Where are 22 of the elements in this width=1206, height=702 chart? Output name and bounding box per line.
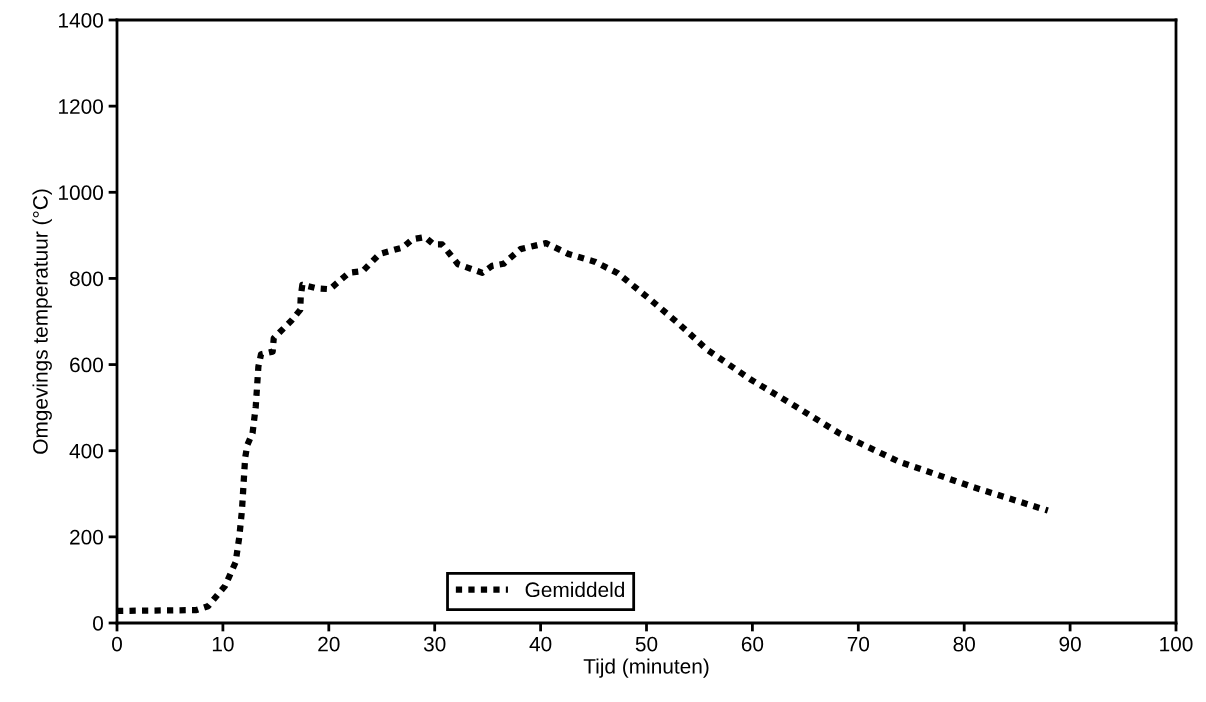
- x-tick-label: 50: [635, 636, 658, 652]
- x-tick-label: 90: [1059, 636, 1081, 652]
- y-tick-label: 800: [69, 271, 103, 287]
- x-tick-label: 10: [212, 636, 234, 652]
- y-axis-title: Omgevings temperatuur (°C): [32, 189, 52, 454]
- y-tick-label: 0: [93, 616, 103, 631]
- y-tick-label: 400: [69, 443, 103, 459]
- x-tick-label: 20: [318, 636, 340, 652]
- x-tick-label: 70: [847, 636, 870, 652]
- x-tick-label: 0: [112, 636, 122, 652]
- x-tick-label: 80: [953, 636, 975, 652]
- legend-label: Gemiddeld: [525, 581, 625, 598]
- y-tick-label: 1000: [59, 185, 103, 201]
- y-tick-label: 200: [70, 529, 103, 545]
- x-tick-label: 40: [529, 636, 552, 652]
- y-tick-label: 600: [70, 357, 103, 373]
- y-tick-label: 1400: [59, 13, 103, 28]
- x-axis-title: Tijd (minuten): [583, 658, 709, 678]
- x-tick-label: 60: [741, 636, 764, 652]
- x-tick-label: 30: [423, 636, 446, 652]
- x-tick-label: 100: [1160, 636, 1193, 652]
- y-tick-label: 1200: [59, 99, 103, 114]
